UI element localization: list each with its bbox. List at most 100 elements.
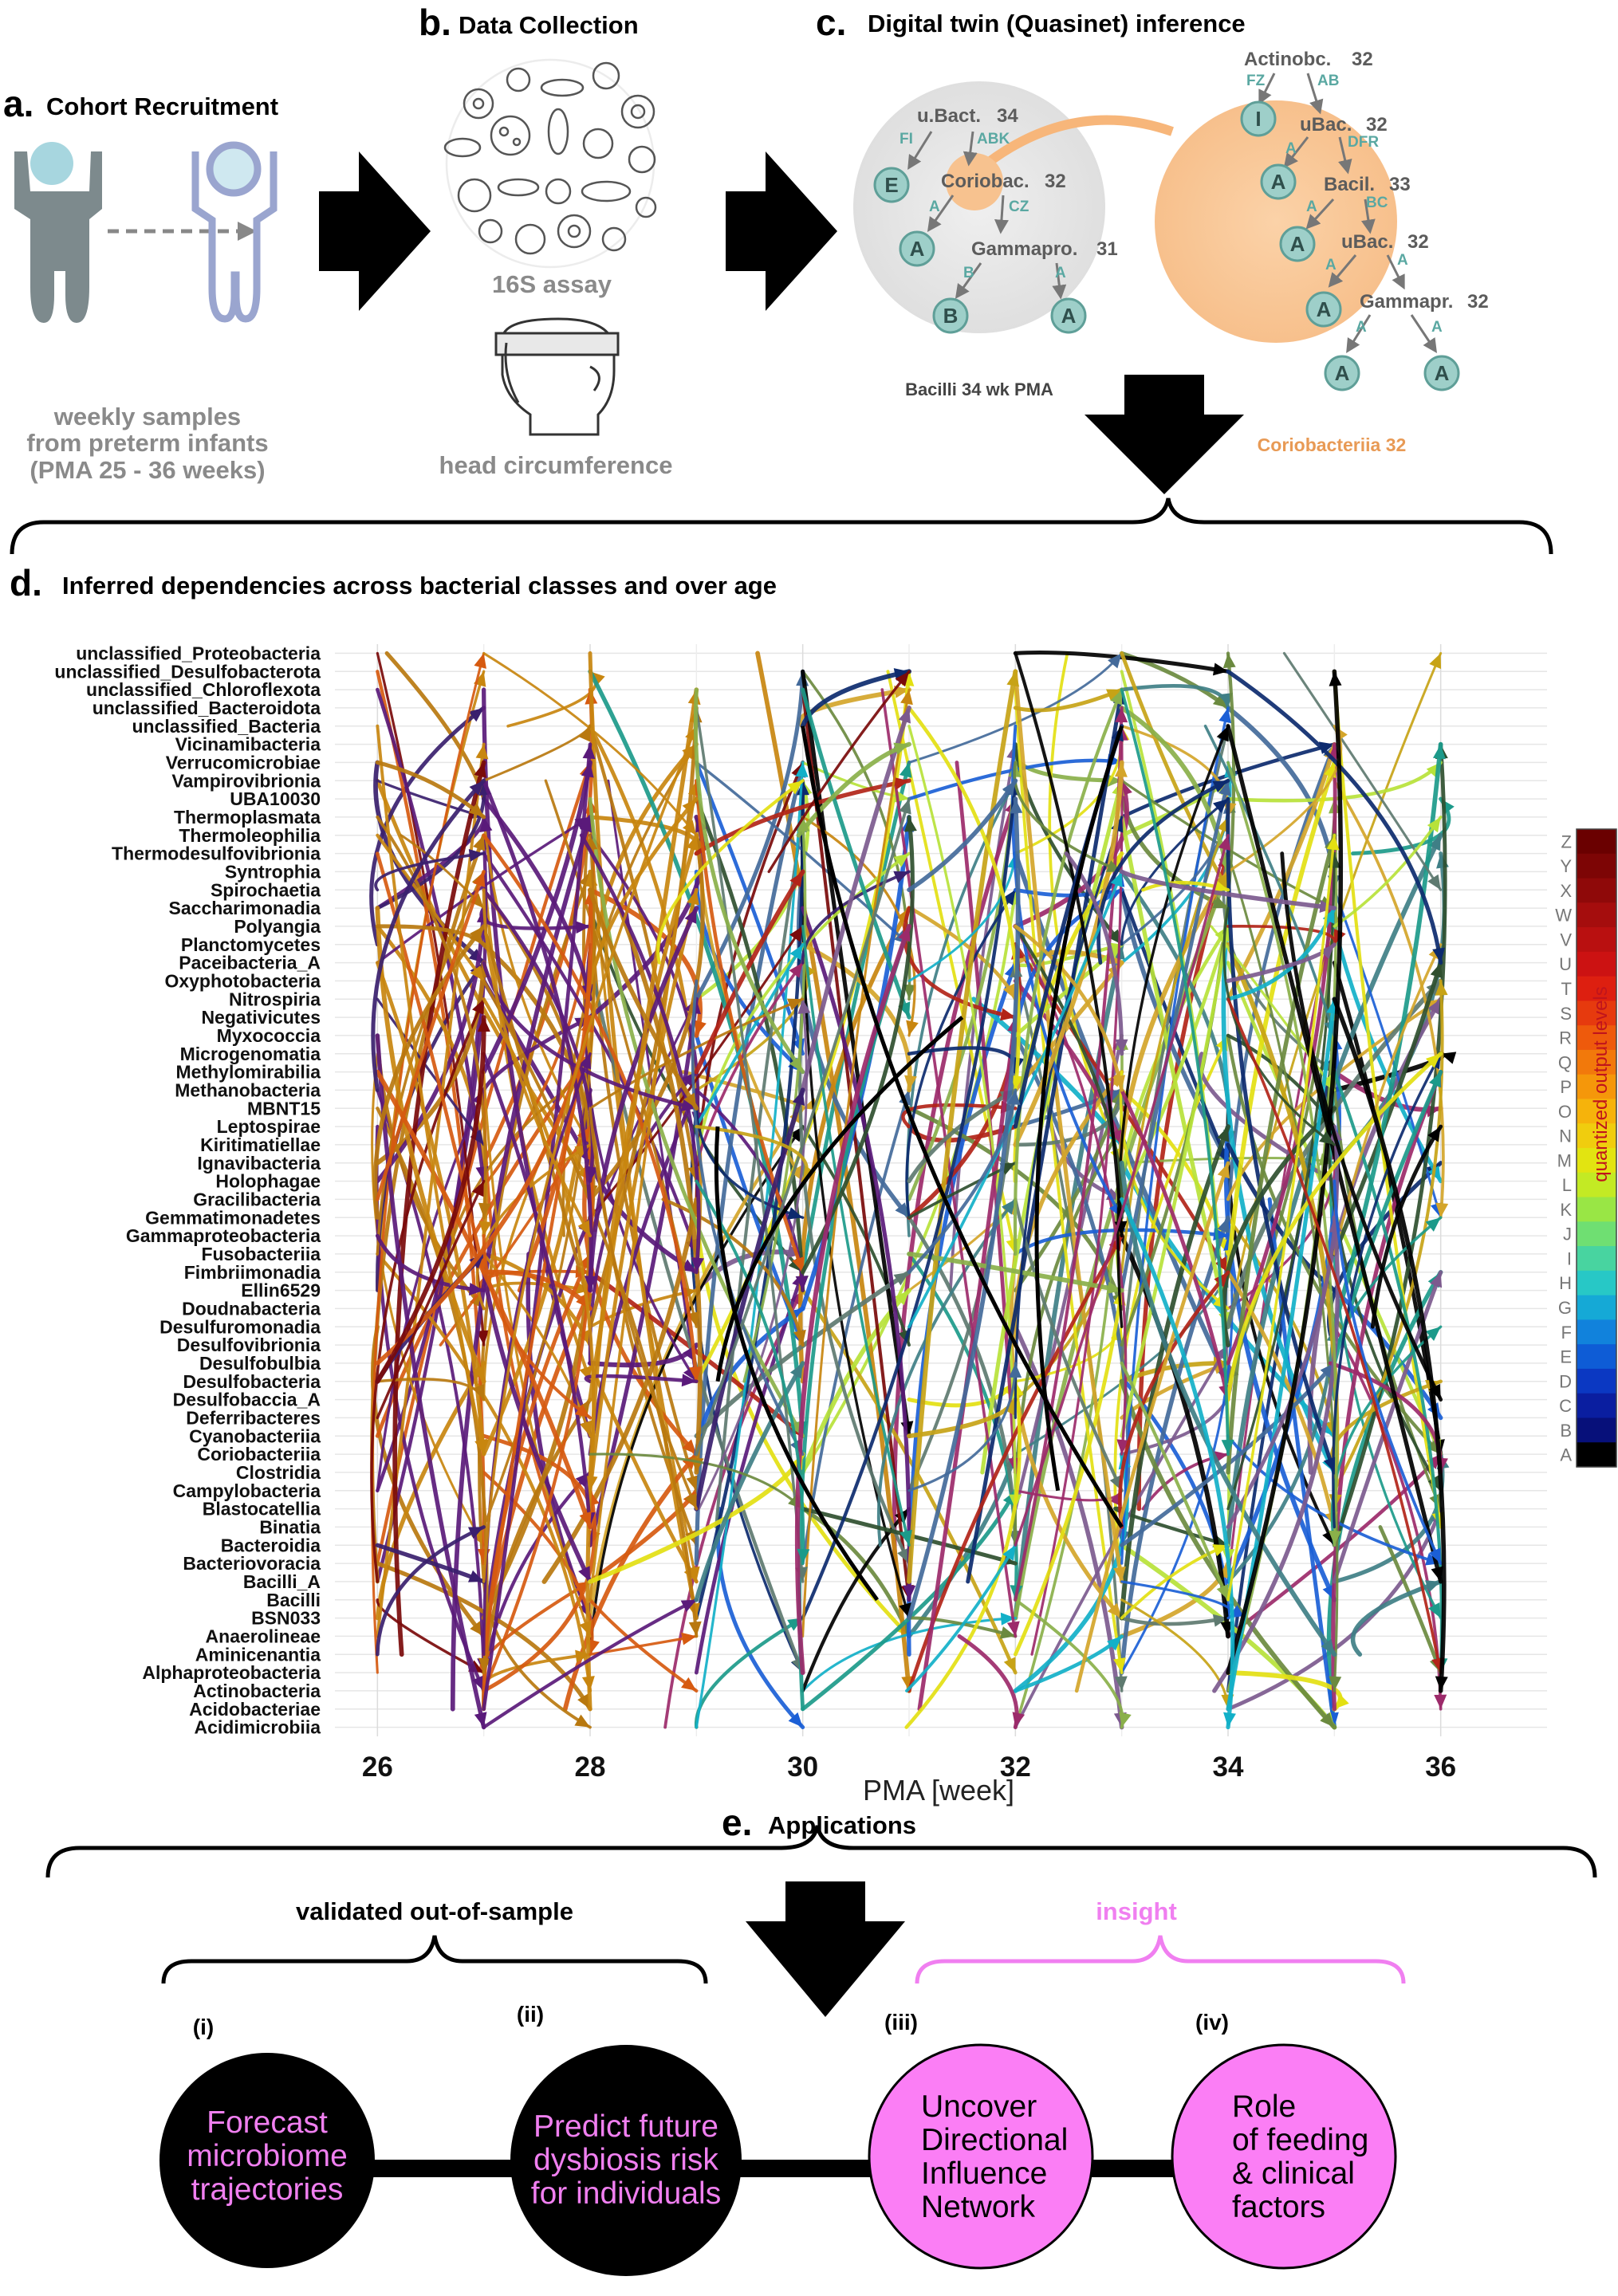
cohort-caption-line2: from preterm infants [26,429,268,457]
dependency-arc [1013,687,1124,713]
dependency-arc [1226,1452,1443,1638]
dependency-arc [907,706,1021,1092]
y-tick-label: Thermoplasmata [174,807,321,828]
arc-arrowhead [787,780,803,795]
y-tick-label: Bacilli_A [243,1571,321,1592]
colorbar-swatch [1577,1319,1616,1345]
colorbar-swatch [1577,878,1616,903]
arc-arrowhead [1434,1694,1447,1709]
dependency-arc [617,906,703,1475]
arc-arrowhead [1425,1053,1441,1068]
dependency-arc [482,1470,592,1675]
arc-arrowhead [797,1548,810,1564]
arc-arrowhead [469,1283,484,1295]
arc-arrowhead [1223,1712,1236,1728]
dependency-arc [482,1015,592,1092]
colorbar-label: Z [1561,832,1572,851]
arc-arrowhead [1429,653,1442,670]
arc-arrowhead [682,1439,697,1455]
arc-arrowhead [584,1276,597,1291]
y-tick-label: Desulfobulbia [199,1353,321,1374]
arc-arrowhead [585,871,598,887]
y-tick-label: Clostridia [236,1462,321,1483]
dependency-arc [589,779,699,1602]
arc-arrowhead [476,1330,490,1346]
colorbar-swatch [1577,1344,1616,1370]
panel-e-title: Applications [768,1811,916,1839]
head-measure-icon [494,317,620,436]
arc-arrowhead [469,780,484,796]
colorbar-swatch [1577,1442,1616,1468]
y-tick-label: Anaerolineae [206,1626,321,1646]
dependency-arc [589,925,805,1219]
tree-node [1240,100,1277,137]
panel-b-letter: b. [419,2,451,43]
arc-arrowhead [1425,1217,1441,1232]
dependency-arc [1333,979,1444,1492]
recruit-arrow-icon [108,222,257,241]
dependency-arc [482,1598,699,1729]
dependency-arc [482,742,592,1712]
panel-d: d. Inferred dependencies across bacteria… [10,562,1617,1807]
arc-arrowhead [585,1476,598,1491]
arc-arrowhead [899,799,911,815]
assay-label: 16S assay [492,270,612,298]
edge-label: A [1055,265,1066,281]
arc-arrowhead [477,1017,490,1032]
dependency-arc [695,761,805,1056]
colorbar-swatch [1577,951,1616,977]
dependency-arc [1014,1197,1124,1492]
arc-arrowhead [1000,1612,1016,1626]
dependency-arc [482,651,698,837]
arc-arrowhead [893,853,909,867]
dependency-arc [907,778,1018,893]
arc-arrowhead [472,999,484,1015]
tree-node-label: A [1271,170,1286,194]
arc-arrowhead [1212,694,1228,708]
y-tick-label: Vicinamibacteria [175,734,321,755]
arc-arrowhead [789,1126,803,1142]
dependency-arc [966,687,1124,1584]
x-tick-label: 26 [362,1751,393,1783]
dependency-arc [482,778,593,1293]
arc-arrowhead [1000,1008,1016,1021]
arc-arrowhead [1002,1399,1016,1416]
tree-label-name: Coriobac. [941,171,1029,192]
panel-a-title: Cohort Recruitment [46,92,278,120]
item-text: factors [1232,2190,1325,2224]
arc-arrowhead [1212,1544,1228,1557]
arc-arrowhead [894,1290,909,1306]
arc-arrowhead [1116,1439,1130,1455]
colorbar-swatch [1577,1172,1616,1198]
dependency-arc [376,851,486,1274]
dependency-arc [588,997,699,1547]
dependency-arc [579,833,701,1275]
dependency-arc [588,887,699,1111]
colorbar-swatch [1577,1099,1616,1124]
dependency-arc [1120,1361,1337,1547]
y-tick-label: unclassified_Bacteria [132,716,321,737]
arc-arrowhead [1319,1421,1335,1437]
infant-filled-icon [14,142,102,323]
y-tick-label: Cyanobacteriia [189,1425,321,1446]
arc-arrowhead [682,799,697,814]
arc-arrowhead [467,1570,484,1582]
y-tick-label: Verrucomicrobiae [166,752,321,773]
tree-node [1305,291,1342,328]
tree-label-num: 32 [1366,114,1388,136]
dependency-arc [1013,687,1124,1256]
edge-label: FI [900,131,913,147]
dependency-arc [907,669,1018,1584]
arc-arrowhead [789,962,803,978]
arc-arrowhead [1108,653,1122,669]
cohort-caption-line1: weekly samples [53,403,241,431]
dependency-arc [1120,924,1230,1201]
dependency-arc [691,979,805,1456]
arc-arrowhead [898,926,911,942]
arc-arrowhead [787,1207,803,1220]
arc-arrowhead [1329,1530,1342,1546]
tree-label-num: 34 [997,105,1018,127]
arc-arrowhead [1006,671,1020,687]
item-number: (i) [193,2015,214,2039]
y-tick-label: Saccharimonadia [169,898,321,918]
